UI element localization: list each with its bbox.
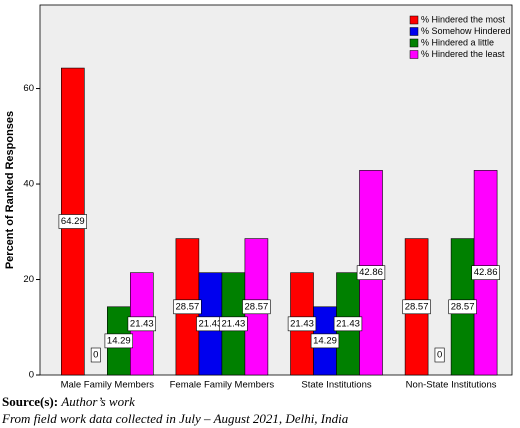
value-label: 42.86 [359, 267, 383, 278]
legend-swatch [409, 27, 419, 36]
legend-label: % Somehow Hindered [421, 26, 511, 36]
value-label: 28.57 [245, 301, 269, 312]
value-label-box [219, 316, 248, 332]
value-label: 21.43 [222, 318, 246, 329]
value-label-box [471, 265, 500, 280]
value-label-box [310, 333, 340, 349]
x-tick-label: Non-State Institutions [406, 380, 497, 391]
value-label: 0 [93, 350, 98, 361]
value-label-box [434, 347, 445, 363]
source: Source(s): Author’s work [2, 394, 135, 410]
value-label: 28.57 [451, 301, 475, 312]
value-label-box [287, 316, 317, 332]
value-label-box [90, 347, 101, 363]
chart: Percent of Ranked Responses 0 20 40 60 Male … [4, 4, 513, 391]
value-label: 21.43 [290, 318, 314, 329]
value-label-box [104, 333, 133, 349]
value-label-box [127, 316, 156, 332]
note: From field work data collected in July –… [2, 411, 349, 426]
x-tick-label: Male Family Members [61, 380, 155, 391]
y-axis-label: Percent of Ranked Responses [4, 111, 16, 269]
value-label: 14.29 [313, 335, 337, 346]
value-label: 42.86 [474, 267, 498, 278]
value-label-box [356, 265, 386, 280]
value-label: 28.57 [176, 301, 200, 312]
y-tick-label: 0 [29, 370, 34, 381]
x-tick-label: Female Family Members [170, 380, 275, 391]
legend-swatch [409, 38, 419, 48]
legend-label: % Hindered a little [421, 37, 494, 47]
y-tick-label: 20 [23, 274, 34, 285]
source-label: Source(s): [2, 394, 59, 409]
value-label: 21.43 [130, 318, 154, 329]
value-label-box [58, 214, 87, 229]
y-tick-label: 60 [23, 83, 34, 94]
value-label: 21.43 [336, 318, 360, 329]
value-label-box [448, 299, 477, 315]
value-label-box [402, 299, 431, 315]
legend-swatch [409, 15, 419, 25]
value-label: 28.57 [405, 301, 429, 312]
legend-label: % Hindered the most [421, 14, 506, 24]
source-text: Author’s work [61, 394, 135, 409]
value-label-box [173, 299, 202, 315]
value-label: 64.29 [61, 216, 85, 227]
x-tick-label: State Institutions [301, 380, 371, 391]
value-label: 14.29 [107, 335, 131, 346]
value-label: 0 [437, 350, 442, 361]
value-label-box [242, 299, 271, 315]
legend-swatch [409, 50, 419, 59]
y-tick-label: 40 [23, 179, 34, 190]
legend-label: % Hindered the least [421, 49, 505, 59]
value-label: 21.43 [199, 318, 223, 329]
value-label-box [333, 316, 363, 332]
